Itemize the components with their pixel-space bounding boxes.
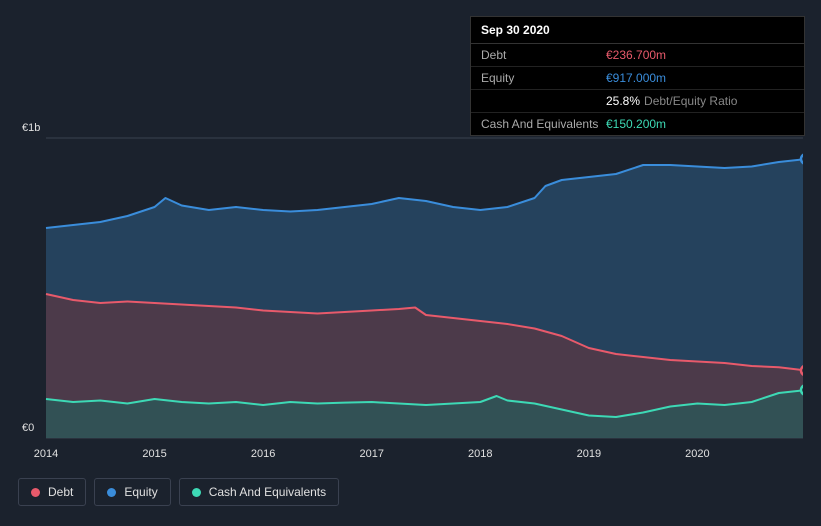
tooltip-label: Equity	[481, 71, 606, 85]
x-axis-tick: 2017	[359, 448, 383, 460]
tooltip-row-cash: Cash And Equivalents €150.200m	[471, 113, 804, 135]
legend-item-equity[interactable]: Equity	[94, 478, 170, 506]
legend-item-debt[interactable]: Debt	[18, 478, 86, 506]
legend-item-cash[interactable]: Cash And Equivalents	[179, 478, 339, 506]
legend-label: Cash And Equivalents	[209, 485, 326, 499]
legend-dot-icon	[107, 488, 116, 497]
tooltip-value: 25.8%	[606, 94, 640, 108]
x-axis-tick: 2019	[577, 448, 601, 460]
tooltip-value: €917.000m	[606, 71, 666, 85]
legend: Debt Equity Cash And Equivalents	[18, 478, 339, 506]
tooltip-label: Debt	[481, 48, 606, 62]
x-axis-labels: 2014201520162017201820192020	[46, 448, 806, 468]
x-axis-tick: 2016	[251, 448, 275, 460]
chart-area[interactable]	[18, 120, 803, 440]
tooltip-row-equity: Equity €917.000m	[471, 67, 804, 90]
tooltip-row-debt: Debt €236.700m	[471, 44, 804, 67]
x-axis-tick: 2018	[468, 448, 492, 460]
tooltip-label	[481, 94, 606, 108]
x-axis-tick: 2014	[34, 448, 58, 460]
x-axis-tick: 2015	[142, 448, 166, 460]
legend-dot-icon	[31, 488, 40, 497]
legend-dot-icon	[192, 488, 201, 497]
tooltip-date: Sep 30 2020	[471, 17, 804, 44]
tooltip-value: €236.700m	[606, 48, 666, 62]
tooltip-label: Cash And Equivalents	[481, 117, 606, 131]
chart-svg	[18, 120, 803, 440]
chart-tooltip: Sep 30 2020 Debt €236.700m Equity €917.0…	[470, 16, 805, 136]
tooltip-suffix: Debt/Equity Ratio	[644, 94, 737, 108]
x-axis-tick: 2020	[685, 448, 709, 460]
tooltip-row-ratio: 25.8% Debt/Equity Ratio	[471, 90, 804, 113]
legend-label: Debt	[48, 485, 73, 499]
tooltip-value: €150.200m	[606, 117, 666, 131]
legend-label: Equity	[124, 485, 157, 499]
